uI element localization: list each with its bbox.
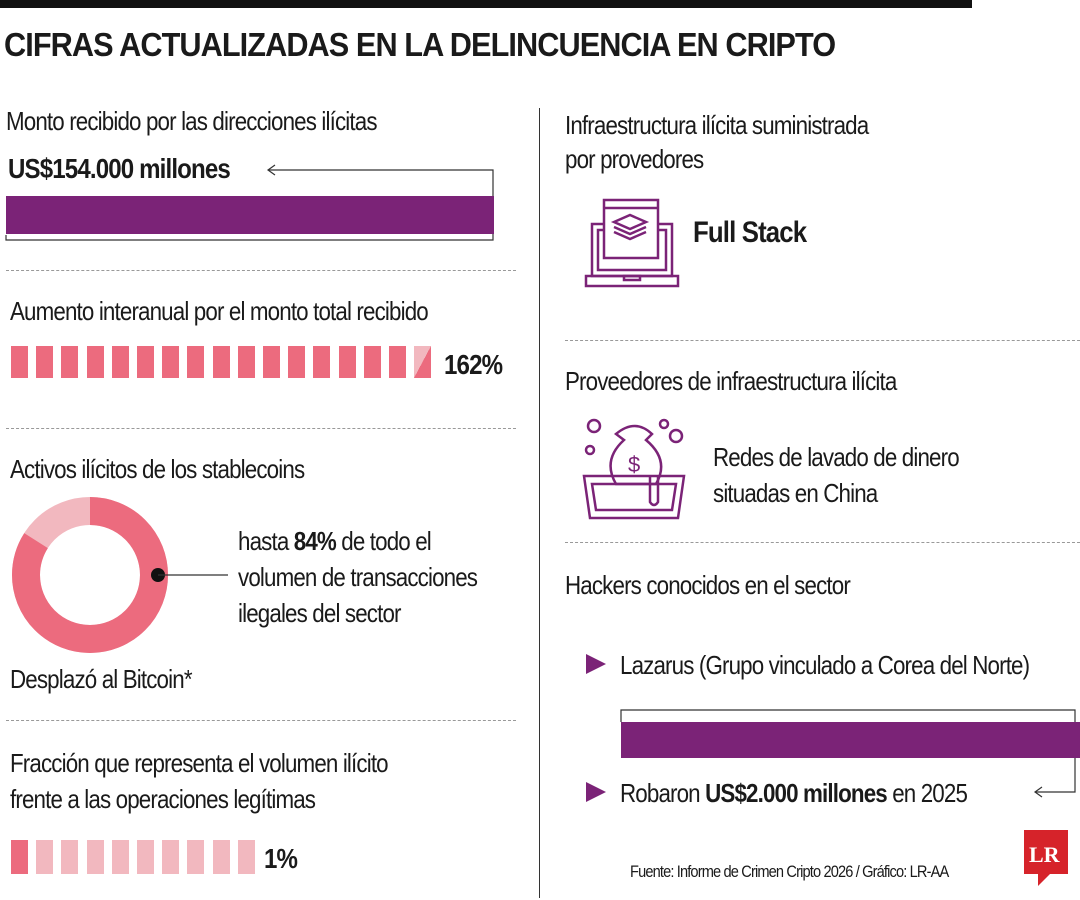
hackers-item-2: Robaron US$2.000 millones en 2025 [620,778,968,808]
laptop-layers-icon [584,198,680,288]
stablecoins-label: Activos ilícitos de los stablecoins [10,454,305,484]
increase-square [313,346,331,378]
fraction-label-2: frente a las operaciones legítimas [10,784,316,814]
increase-square [187,346,205,378]
fraction-square [36,840,54,874]
money-laundering-icon: $ [582,418,686,520]
increase-square [288,346,306,378]
stablecoins-donut [12,497,228,653]
providers-label: Proveedores de infraestructura ilícita [565,366,897,396]
increase-label: Aumento interanual por el monto total re… [10,296,429,326]
fraction-square [137,840,154,874]
stablecoins-text-3: ilegales del sector [238,598,402,628]
fraction-value: 1% [264,843,298,874]
fraction-square [187,840,205,874]
divider [6,720,516,721]
divider [565,542,1080,543]
fraction-square [111,840,129,874]
lr-logo: LR [1024,830,1068,886]
infra-value: Full Stack [693,216,807,249]
hackers-item-1: Lazarus (Grupo vinculado a Corea del Nor… [620,650,1030,680]
hackers-label: Hackers conocidos en el sector [565,570,851,600]
increase-square [137,346,154,378]
svg-text:LR: LR [1029,842,1061,867]
increase-square [11,346,28,378]
increase-square [389,346,406,378]
fraction-square [237,840,255,874]
increase-square [263,346,280,378]
divider [6,428,516,429]
increase-square [414,346,432,378]
providers-text-2: situadas en China [713,478,878,508]
hackers-bar [620,709,1080,798]
increase-value: 162% [444,349,503,380]
top-bar [0,0,972,8]
increase-square [212,346,230,378]
increase-bar [0,346,440,378]
increase-square [86,346,104,378]
svg-text:$: $ [628,452,640,477]
increase-square [61,346,79,378]
fraction-square [61,840,79,874]
divider [565,340,1080,341]
increase-square [36,346,54,378]
amount-label: Monto recibido por las direcciones ilíci… [6,106,378,136]
page-title: CIFRAS ACTUALIZADAS EN LA DELINCUENCIA E… [4,26,836,63]
column-divider [539,108,540,898]
amount-value: US$154.000 millones [8,153,231,184]
increase-square [363,346,381,378]
providers-text-1: Redes de lavado de dinero [713,442,960,472]
fraction-square [11,840,28,874]
fraction-square [162,840,180,874]
fraction-square [212,840,230,874]
divider [6,270,516,271]
source-note: Fuente: Informe de Crimen Cripto 2026 / … [630,862,949,881]
stablecoins-text-1: hasta 84% de todo el [238,526,432,556]
infra-label-2: por provedores [565,144,704,174]
infra-label-1: Infraestructura ilícita suministrada [565,110,869,140]
stablecoins-footnote: Desplazó al Bitcoin* [10,664,193,694]
fraction-label-1: Fracción que representa el volumen ilíci… [10,748,389,778]
triangle-bullet-icon [586,782,606,802]
increase-square [111,346,129,378]
stablecoins-text-2: volumen de transacciones [238,562,478,592]
amount-bar [5,164,494,241]
increase-square [162,346,180,378]
fraction-bar [0,840,260,874]
triangle-bullet-icon [586,654,606,674]
increase-square [338,346,356,378]
fraction-square [86,840,104,874]
increase-square [237,346,255,378]
